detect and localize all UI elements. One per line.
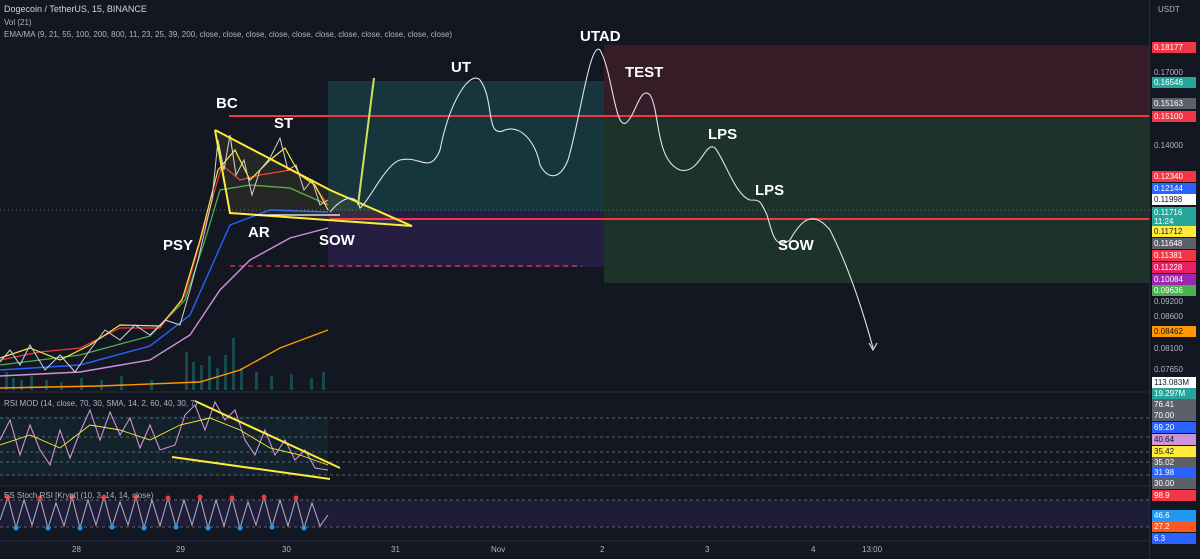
- wedge-lower: [214, 129, 413, 227]
- rsi-axis-label: 30.00: [1152, 478, 1196, 489]
- red-risk-zone: [604, 45, 1149, 116]
- rsi-signal: [0, 417, 329, 466]
- price-axis-label: 0.07650: [1154, 365, 1183, 374]
- price-axis-label: 0.11381: [1152, 250, 1196, 261]
- green-reward-zone: [604, 116, 1149, 283]
- price-axis-label: 0.10084: [1152, 274, 1196, 285]
- price-axis-label: 0.08100: [1154, 344, 1183, 353]
- annotation-utad: UTAD: [580, 28, 621, 45]
- rsi-axis-label: 69.20: [1152, 422, 1196, 433]
- annotation-lps-1: LPS: [708, 126, 738, 143]
- stoch-axis-label: 46.6: [1152, 510, 1196, 521]
- purple-zone: [328, 211, 604, 267]
- annotation-sow-1: SOW: [319, 232, 355, 249]
- annotation-ar: AR: [248, 224, 270, 241]
- price-axis-label: 0.11228: [1152, 262, 1196, 273]
- stoch-axis-label: 6.3: [1152, 533, 1196, 544]
- rsi-axis-label: 35.02: [1152, 457, 1196, 468]
- price-axis-label: 11:24: [1152, 216, 1196, 227]
- price-axis-label: 0.09636: [1152, 285, 1196, 296]
- time-label-30: 30: [282, 545, 291, 554]
- price-axis-label: 0.09200: [1154, 297, 1183, 306]
- projection-arrowhead: [868, 342, 878, 352]
- price-axis-label: 0.08462: [1152, 326, 1196, 337]
- breakout-line: [357, 77, 375, 206]
- rsi-line: [0, 400, 329, 471]
- time-label-3: 3: [705, 545, 710, 554]
- time-label-1300: 13:00: [862, 545, 883, 554]
- rsi-axis-label: 40.64: [1152, 434, 1196, 445]
- wedge-upper: [214, 129, 413, 227]
- stoch-indicator-label[interactable]: ES Stoch RSI [Krypt] (10, 3, 14, 14, clo…: [4, 491, 154, 500]
- time-label-29: 29: [176, 545, 185, 554]
- rsi-axis-label: 35.42: [1152, 446, 1196, 457]
- annotation-psy: PSY: [163, 237, 194, 254]
- annotation-test: TEST: [625, 64, 664, 81]
- time-label-nov: Nov: [491, 545, 506, 554]
- symbol-title[interactable]: Dogecoin / TetherUS, 15, BINANCE: [4, 4, 147, 14]
- time-label-28: 28: [72, 545, 81, 554]
- annotation-bc: BC: [216, 95, 238, 112]
- time-label-2: 2: [600, 545, 605, 554]
- price-axis-label: 0.12144: [1152, 183, 1196, 194]
- rsi-trendline-lower: [171, 456, 331, 480]
- annotation-sow-2: SOW: [778, 237, 814, 254]
- price-axis-label: 19.297M: [1152, 388, 1196, 399]
- price-axis-label: 0.14000: [1154, 141, 1183, 150]
- price-candles: [0, 134, 329, 373]
- price-axis-label: 0.15163: [1152, 98, 1196, 109]
- price-axis-label: 0.11648: [1152, 238, 1196, 249]
- rsi-indicator-label[interactable]: RSI MOD (14, close, 70, 30, SMA, 14, 2, …: [4, 399, 198, 408]
- currency-label: USDT: [1158, 5, 1180, 14]
- projected-path: [329, 48, 874, 349]
- time-label-4: 4: [811, 545, 816, 554]
- price-axis-label: 0.11998: [1152, 194, 1196, 205]
- stoch-dots: [5, 494, 307, 531]
- price-axis-label: 113.083M: [1152, 377, 1196, 388]
- annotation-lps-2: LPS: [755, 182, 785, 199]
- ema-green: [0, 184, 329, 366]
- stoch-line: [0, 495, 329, 530]
- ema-purple: [0, 227, 329, 377]
- volume-indicator-label[interactable]: Vol (21): [4, 18, 32, 27]
- rsi-axis-label: 31.98: [1152, 467, 1196, 478]
- price-axis-label: 0.11716: [1152, 207, 1196, 218]
- ema-blue: [0, 209, 329, 371]
- rsi-trendline-upper: [194, 400, 341, 469]
- price-axis-label: 0.18177: [1152, 42, 1196, 53]
- main-chart-canvas[interactable]: [0, 0, 1149, 559]
- time-label-31: 31: [391, 545, 400, 554]
- price-axis-label: 0.16546: [1152, 77, 1196, 88]
- stoch-axis-label: 98.9: [1152, 490, 1196, 501]
- price-axis-label: 0.11712: [1152, 226, 1196, 237]
- price-axis-label: 0.08600: [1154, 312, 1183, 321]
- annotation-ut: UT: [451, 59, 471, 76]
- annotation-st: ST: [274, 115, 294, 132]
- rsi-band: [0, 416, 328, 476]
- wedge-fill: [215, 130, 412, 226]
- price-axis-label: 0.15100: [1152, 111, 1196, 122]
- teal-target-zone: [328, 81, 604, 211]
- rsi-axis-label: 70.00: [1152, 410, 1196, 421]
- ema-orange: [0, 329, 329, 389]
- price-axis-label: 0.17000: [1154, 68, 1183, 77]
- volume-bars: [5, 338, 325, 390]
- stoch-axis-label: 27.2: [1152, 521, 1196, 532]
- ema-indicator-label[interactable]: EMA/MA (9, 21, 55, 100, 200, 800, 11, 23…: [4, 30, 453, 39]
- ema-yellow: [0, 147, 329, 361]
- price-axis-label: 0.12340: [1152, 171, 1196, 182]
- rsi-axis-label: 76.41: [1152, 399, 1196, 410]
